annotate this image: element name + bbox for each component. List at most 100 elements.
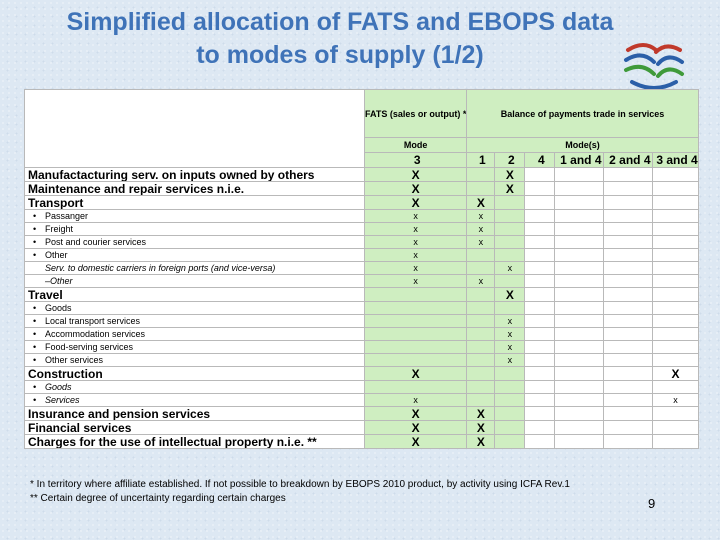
row-label-text: Goods bbox=[45, 302, 72, 313]
mode-mark-cell bbox=[524, 327, 556, 341]
row-label: • Other services bbox=[24, 353, 365, 367]
row-label-text: Services bbox=[45, 394, 80, 405]
bop-header: Balance of payments trade in services bbox=[466, 89, 699, 138]
table-row: • Services x x bbox=[24, 393, 699, 407]
mode-mark-cell bbox=[554, 167, 605, 182]
row-label-text: Local transport services bbox=[45, 315, 141, 326]
row-label: Construction bbox=[24, 366, 365, 381]
table-row: Insurance and pension services X X bbox=[24, 406, 699, 421]
mode-mark-cell bbox=[494, 274, 526, 288]
mode-mark-cell bbox=[494, 406, 526, 421]
table-row: • Freight x x bbox=[24, 222, 699, 236]
mode-mark-cell bbox=[494, 301, 526, 315]
row-label-text: Food-serving services bbox=[45, 341, 134, 352]
table-row: Manufactacturing serv. on inputs owned b… bbox=[24, 167, 699, 182]
mode-mark-cell bbox=[603, 181, 654, 196]
mode-mark-cell bbox=[524, 340, 556, 354]
mode-mark-cell bbox=[524, 195, 556, 210]
mode-mark-cell bbox=[466, 327, 496, 341]
mode-mark-cell bbox=[524, 248, 556, 262]
mode-mark-cell bbox=[603, 235, 654, 249]
row-label-text: Accommodation services bbox=[45, 328, 146, 339]
mode-mark-cell bbox=[603, 406, 654, 421]
mode-mark-cell bbox=[524, 222, 556, 236]
mode-mark-cell: x bbox=[494, 261, 526, 275]
row-label: Serv. to domestic carriers in foreign po… bbox=[24, 261, 365, 275]
mode-mark-cell: x bbox=[363, 393, 468, 407]
mode-mark-cell bbox=[524, 274, 556, 288]
table-row: • Local transport services x bbox=[24, 314, 699, 328]
mode-mark-cell bbox=[363, 327, 468, 341]
mode-mark-cell bbox=[652, 287, 699, 302]
mode-mark-cell bbox=[554, 195, 605, 210]
mode-mark-cell bbox=[494, 209, 526, 223]
row-label: • Passanger bbox=[24, 209, 365, 223]
mode-mark-cell bbox=[652, 235, 699, 249]
mode-mark-cell bbox=[554, 287, 605, 302]
row-label: Manufactacturing serv. on inputs owned b… bbox=[24, 167, 365, 182]
mode-mark-cell: X bbox=[363, 181, 468, 196]
mode-mark-cell bbox=[466, 167, 496, 182]
mode-mark-cell bbox=[554, 406, 605, 421]
mode-mark-cell bbox=[554, 340, 605, 354]
mode-mark-cell: x bbox=[363, 248, 468, 262]
bullet-icon: • bbox=[33, 315, 37, 326]
mode-number-cell: 2 and 4 bbox=[603, 152, 654, 168]
mode-mark-cell bbox=[652, 301, 699, 315]
row-label: • Accommodation services bbox=[24, 327, 365, 341]
bullet-icon: • bbox=[33, 394, 37, 405]
table-row: • Post and courier services x x bbox=[24, 235, 699, 249]
mode-mark-cell bbox=[652, 248, 699, 262]
header-row: FATS (sales or output) * Balance of paym… bbox=[24, 89, 699, 168]
bullet-icon: • bbox=[33, 223, 37, 234]
bullet-icon: • bbox=[33, 236, 37, 247]
mode-mark-cell bbox=[554, 235, 605, 249]
row-label: • Local transport services bbox=[24, 314, 365, 328]
mode-label-row: Mode Mode(s) bbox=[25, 137, 699, 153]
row-label-text: Construction bbox=[28, 366, 103, 381]
mode-mark-cell bbox=[603, 209, 654, 223]
mode-mark-cell bbox=[603, 167, 654, 182]
mode-mark-cell: X bbox=[466, 434, 496, 449]
row-label-text: Financial services bbox=[28, 420, 132, 435]
row-label: • Post and courier services bbox=[24, 235, 365, 249]
bullet-icon: • bbox=[33, 210, 37, 221]
mode-mark-cell bbox=[363, 301, 468, 315]
row-label: • Goods bbox=[24, 301, 365, 315]
mode-mark-cell bbox=[652, 181, 699, 196]
row-label: Charges for the use of intellectual prop… bbox=[24, 434, 365, 449]
mode-mark-cell bbox=[524, 167, 556, 182]
mode-mark-cell bbox=[554, 301, 605, 315]
mode-mark-cell bbox=[652, 222, 699, 236]
mode-mark-cell bbox=[554, 314, 605, 328]
row-label: • Goods bbox=[24, 380, 365, 394]
mode-mark-cell: x bbox=[494, 340, 526, 354]
mode-mark-cell bbox=[494, 195, 526, 210]
mode-mark-cell: X bbox=[363, 420, 468, 435]
page-number: 9 bbox=[648, 496, 656, 511]
mode-mark-cell: x bbox=[363, 261, 468, 275]
row-label: –Other bbox=[24, 274, 365, 288]
mode-mark-cell: X bbox=[466, 195, 496, 210]
mode-mark-cell: x bbox=[363, 235, 468, 249]
row-label-text: Manufactacturing serv. on inputs owned b… bbox=[28, 167, 315, 182]
mode-mark-cell bbox=[494, 235, 526, 249]
mode-mark-cell bbox=[603, 393, 654, 407]
row-label-text: Other services bbox=[45, 354, 104, 365]
row-label: • Other bbox=[24, 248, 365, 262]
mode-mark-cell bbox=[603, 366, 654, 381]
row-label-text: Insurance and pension services bbox=[28, 406, 211, 421]
mode-mark-cell: x bbox=[494, 314, 526, 328]
mode-number-cell: 3 and 4 bbox=[652, 152, 699, 168]
mode-mark-cell: x bbox=[363, 222, 468, 236]
table-row: • Goods bbox=[24, 380, 699, 394]
mode-mark-cell bbox=[554, 181, 605, 196]
mode-mark-cell: X bbox=[363, 366, 468, 381]
mode-mark-cell bbox=[524, 181, 556, 196]
row-label-text: Travel bbox=[28, 287, 63, 302]
row-label: Maintenance and repair services n.i.e. bbox=[24, 181, 365, 196]
mode-mark-cell: X bbox=[494, 287, 526, 302]
mode-mark-cell bbox=[603, 222, 654, 236]
mode-mark-cell bbox=[652, 261, 699, 275]
mode-mark-cell bbox=[652, 314, 699, 328]
